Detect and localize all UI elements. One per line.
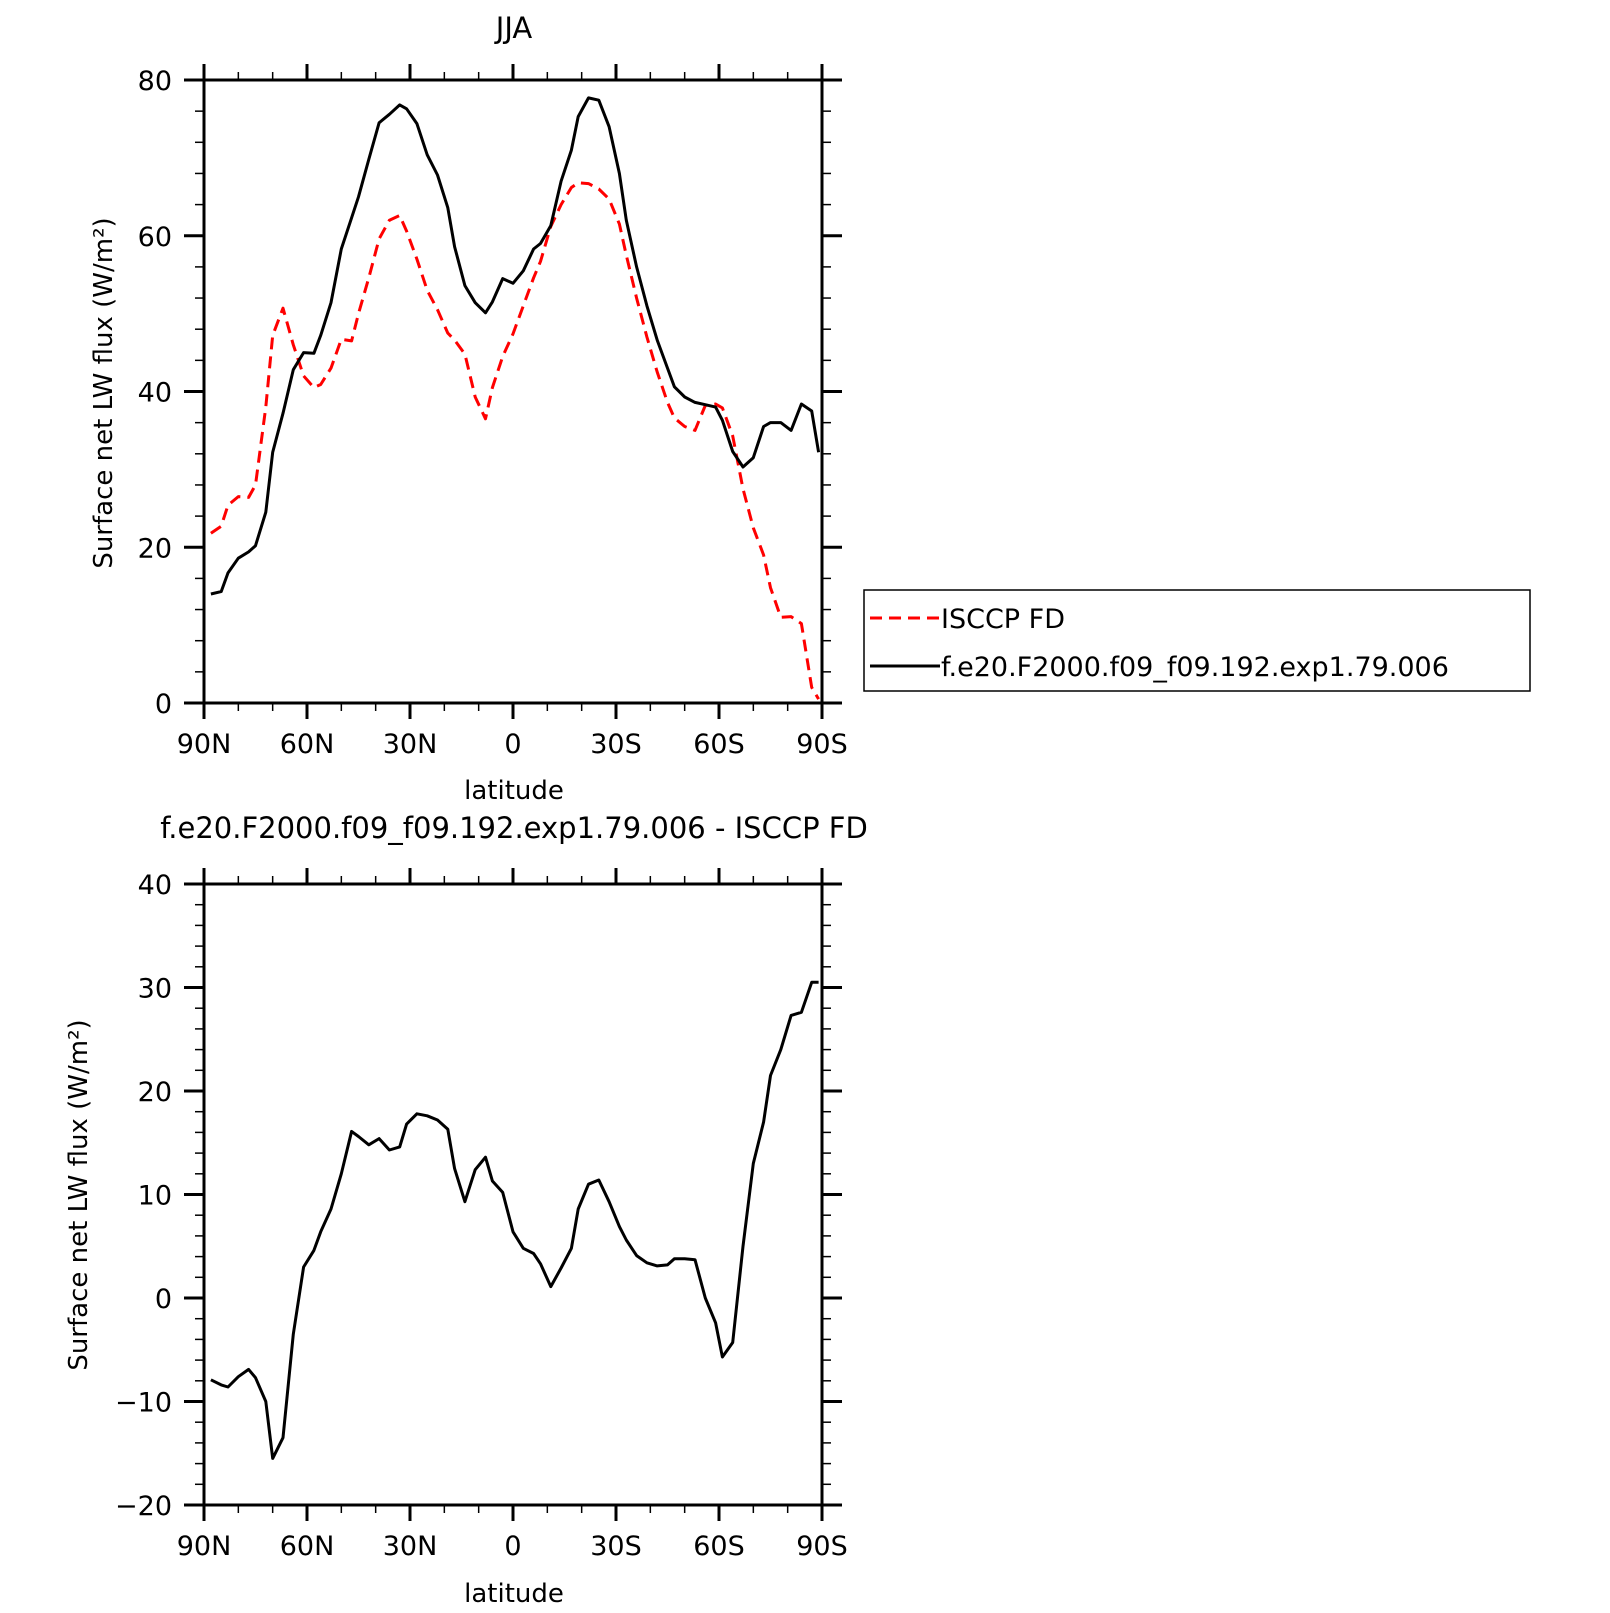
legend-label-isccp: ISCCP FD [941, 604, 1065, 635]
y-tick-label: 10 [138, 1181, 172, 1212]
y-tick-label: 80 [138, 66, 172, 97]
y-tick-label: −10 [115, 1388, 172, 1419]
x-tick-label: 30N [383, 1531, 438, 1562]
series-line-isccp [210, 181, 820, 700]
y-tick-label: 0 [155, 1284, 172, 1315]
x-tick-label: 60N [280, 1531, 335, 1562]
legend: ISCCP FD f.e20.F2000.f09_f09.192.exp1.79… [863, 589, 1531, 692]
x-tick-label: 0 [504, 729, 521, 760]
y-tick-label: 20 [138, 1077, 172, 1108]
series-line-model [210, 980, 819, 1460]
difference-panel: f.e20.F2000.f09_f09.192.exp1.79.006 - IS… [64, 811, 868, 1609]
y-tick-label: 40 [138, 870, 172, 901]
x-tick-label: 90N [177, 729, 232, 760]
series-layer [210, 96, 821, 700]
chart-title: f.e20.F2000.f09_f09.192.exp1.79.006 - IS… [160, 811, 868, 845]
x-tick-label: 60S [693, 1531, 745, 1562]
y-tick-label: 60 [138, 222, 172, 253]
series-line-model [210, 96, 821, 596]
x-axis-label: latitude [464, 1579, 564, 1609]
x-tick-label: 90S [796, 729, 848, 760]
chart-title: JJA [494, 11, 533, 45]
x-tick-label: 60N [280, 729, 335, 760]
x-tick-label: 90S [796, 1531, 848, 1562]
x-axis-label: latitude [464, 776, 564, 806]
y-axis-label: Surface net LW flux (W/m²) [89, 217, 119, 568]
legend-label-model: f.e20.F2000.f09_f09.192.exp1.79.006 [941, 652, 1449, 683]
axis-ticks: 90N 60N 30N 0 30S 60S 90S 0 20 40 60 80 [138, 64, 848, 760]
x-tick-label: 90N [177, 1531, 232, 1562]
plot-frame [202, 78, 824, 705]
x-tick-label: 0 [504, 1531, 521, 1562]
plot-frame [202, 882, 824, 1507]
y-tick-label: −20 [115, 1491, 172, 1522]
x-tick-label: 60S [693, 729, 745, 760]
y-tick-label: 20 [138, 533, 172, 564]
legend-box [863, 589, 1531, 692]
y-tick-label: 40 [138, 378, 172, 409]
x-tick-label: 30S [590, 729, 642, 760]
series-layer [210, 980, 819, 1460]
axis-ticks: 90N 60N 30N 0 30S 60S 90S −20 −10 0 10 20 30 40 [115, 868, 848, 1562]
y-tick-label: 0 [155, 689, 172, 720]
x-tick-label: 30N [383, 729, 438, 760]
y-tick-label: 30 [138, 974, 172, 1005]
x-tick-label: 30S [590, 1531, 642, 1562]
flux-panel: JJA 90N 60N 30N 0 30S 60S 90S 0 20 40 60 80 latitud… [89, 11, 1531, 806]
y-axis-label: Surface net LW flux (W/m²) [64, 1019, 94, 1370]
